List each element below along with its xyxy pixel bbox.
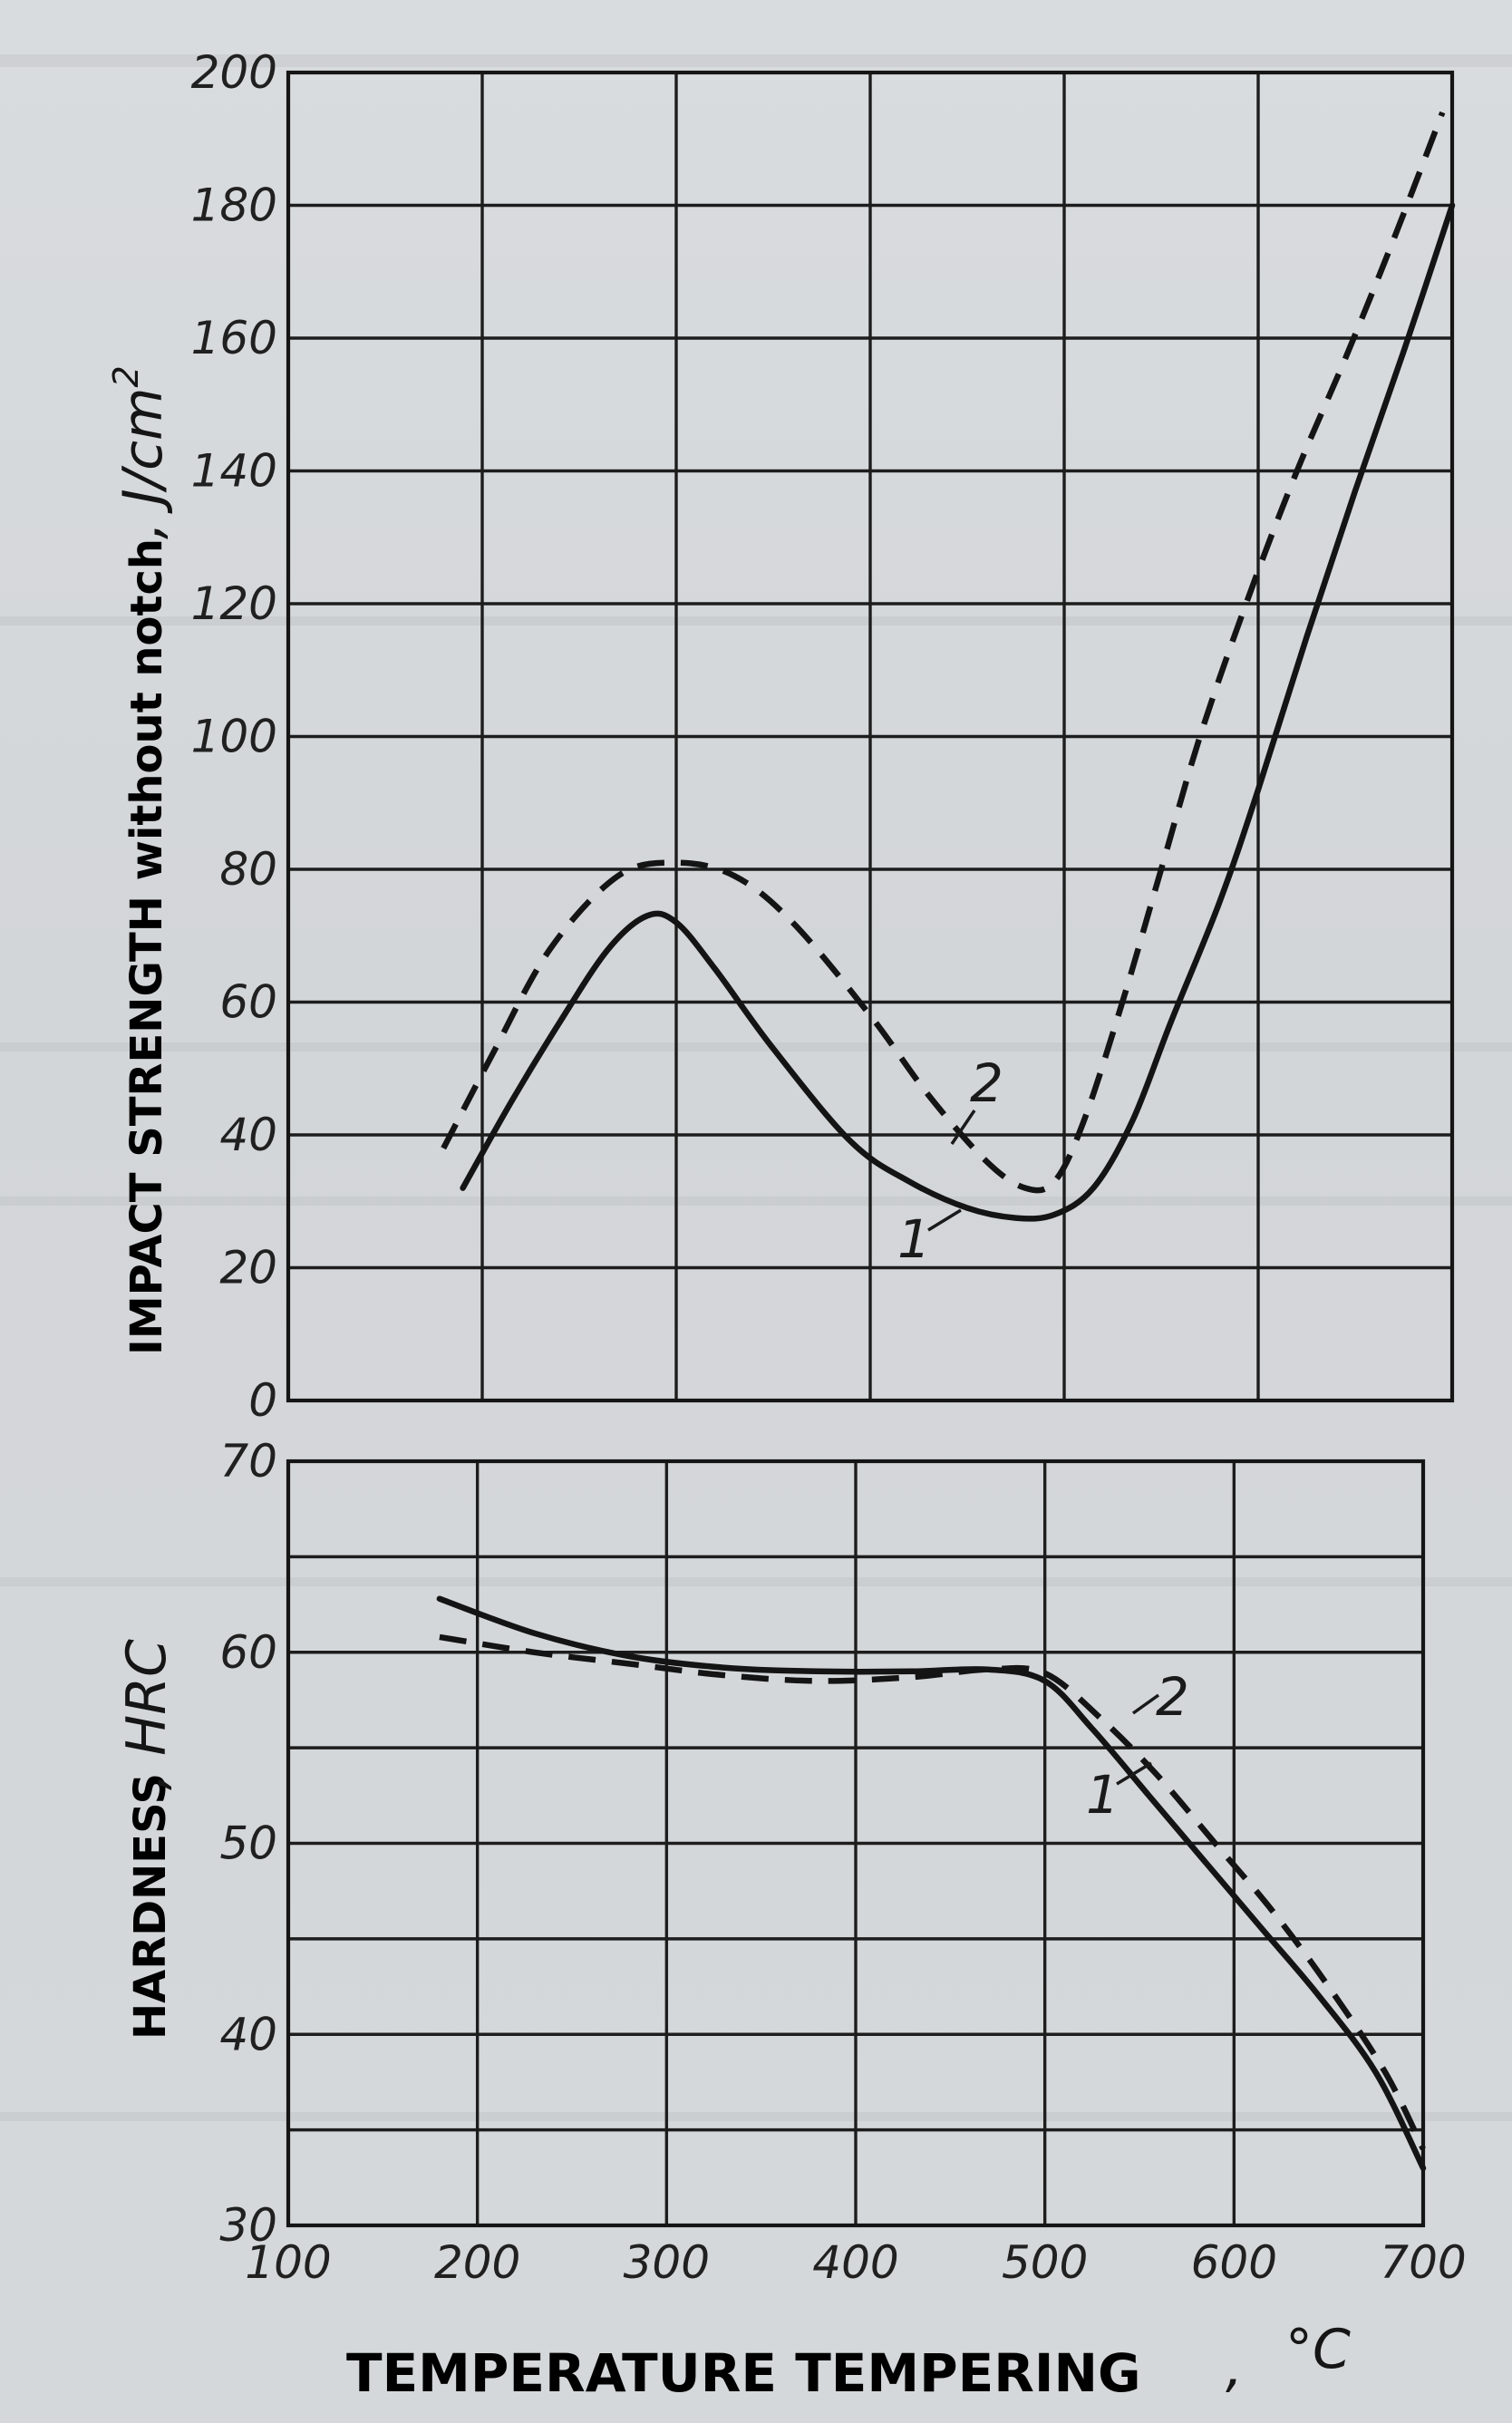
impact-strength-y-unit: , J/cm2	[106, 365, 175, 539]
hardness-axis-title: HARDNESS , HRC	[115, 1639, 179, 2040]
impact-ytick-0: 0	[248, 1374, 277, 1427]
paper-texture	[0, 54, 1512, 2121]
impact-strength-unit-text: J/cm	[111, 387, 175, 513]
hardness-curve-1-line	[436, 1595, 1427, 2172]
hardness-ytick-40: 40	[219, 2008, 277, 2060]
impact-ytick-100: 100	[191, 711, 277, 763]
impact-strength-unit-superscript: 2	[106, 365, 146, 387]
temperature-xtick-300: 300	[624, 2236, 710, 2289]
temperature-xtick-400: 400	[812, 2236, 898, 2289]
impact-ytick-140: 140	[191, 445, 277, 498]
hardness-curve-1-label: 1	[1086, 1764, 1119, 1826]
impact-ytick-120: 120	[191, 577, 277, 630]
hardness-panel: 30 40 50 60 70 100 200 300 400 500 600 700 2 1	[219, 1435, 1466, 2289]
hardness-curve-labels: 2 1	[1086, 1666, 1189, 1826]
impact-ytick-60: 60	[219, 976, 277, 1029]
temperature-x-tick-labels: 100 200 300 400 500 600 700	[245, 2236, 1466, 2289]
hardness-series	[436, 1595, 1427, 2172]
impact-ytick-160: 160	[191, 312, 277, 364]
temperature-x-unit: °C	[1285, 2318, 1351, 2381]
impact-strength-unit-comma: ,	[111, 505, 175, 539]
hardness-y-unit: , HRC	[115, 1639, 179, 1790]
impact-curve-1-label: 1	[897, 1208, 931, 1270]
impact-ytick-200: 200	[191, 46, 277, 99]
impact-ytick-180: 180	[191, 179, 277, 232]
impact-strength-curve-labels: 2 1	[897, 1052, 1003, 1270]
impact-strength-plot-frame	[286, 70, 1455, 1403]
impact-strength-y-label: IMPACT STRENGTH without notch	[121, 538, 172, 1355]
impact-ytick-80: 80	[219, 843, 277, 896]
impact-strength-y-tick-labels: 0 20 40 60 80 100 120 140 160 180 200	[191, 46, 277, 1427]
temperature-x-unit-comma: ,	[1226, 2336, 1243, 2399]
hardness-y-label: HARDNESS	[125, 1773, 176, 2040]
hardness-curve-2-line	[439, 1633, 1426, 2151]
impact-strength-axis-title: IMPACT STRENGTH without notch , J/cm2	[106, 365, 175, 1355]
temperature-xtick-100: 100	[245, 2236, 331, 2289]
impact-ytick-20: 20	[219, 1242, 277, 1294]
temperature-xtick-500: 500	[1002, 2236, 1088, 2289]
impact-ytick-40: 40	[219, 1109, 277, 1161]
impact-curve-2-line	[441, 111, 1446, 1194]
temperature-axis-title: TEMPERATURE TEMPERING , °C	[346, 2318, 1351, 2404]
impact-curve-1-leader	[927, 1208, 962, 1232]
temperature-xtick-200: 200	[434, 2236, 520, 2289]
impact-strength-panel: 0 20 40 60 80 100 120 140 160 180 200 2 1	[191, 46, 1456, 1427]
temperature-xtick-700: 700	[1380, 2236, 1466, 2289]
impact-curve-2-leader	[950, 1110, 976, 1145]
impact-curve-2-label: 2	[970, 1052, 1003, 1114]
hardness-ytick-30: 30	[219, 2199, 277, 2252]
temperature-x-label: TEMPERATURE TEMPERING	[346, 2342, 1141, 2404]
hardness-curve-2-leader	[1131, 1693, 1160, 1715]
hardness-ytick-70: 70	[219, 1435, 277, 1488]
hardness-ytick-60: 60	[219, 1626, 277, 1679]
hardness-y-tick-labels: 30 40 50 60 70	[219, 1435, 277, 2252]
hardness-unit-text: HRC	[115, 1639, 179, 1756]
impact-strength-grid	[286, 71, 1454, 1402]
hardness-plot-frame	[286, 1459, 1426, 2228]
hardness-ytick-50: 50	[219, 1817, 277, 1870]
impact-strength-series	[441, 111, 1456, 1222]
hardness-curve-2-label: 2	[1156, 1666, 1189, 1728]
hardness-unit-comma: ,	[115, 1756, 179, 1790]
temperature-xtick-600: 600	[1191, 2236, 1277, 2289]
hardness-curve-1-leader	[1116, 1761, 1152, 1786]
hardness-grid	[286, 1459, 1425, 2227]
impact-curve-1-line	[460, 202, 1456, 1222]
